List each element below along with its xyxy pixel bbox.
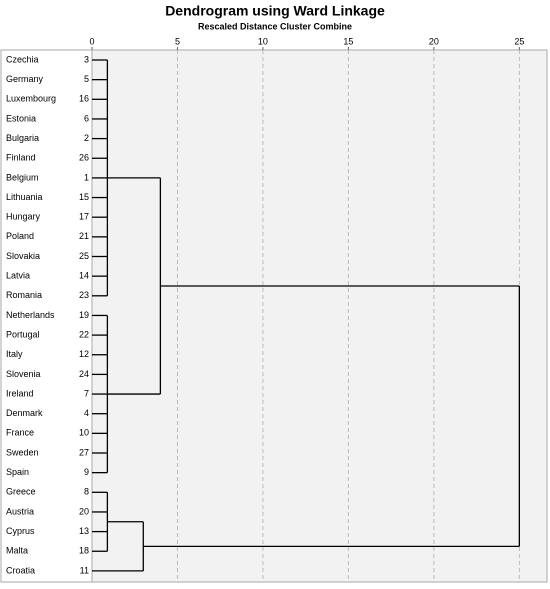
leaf-label: Estonia — [6, 113, 36, 123]
leaf-label: Luxembourg — [6, 94, 56, 104]
x-tick-label: 0 — [89, 36, 94, 46]
leaf-id: 2 — [84, 133, 89, 143]
leaf-id: 6 — [84, 113, 89, 123]
leaf-id: 5 — [84, 74, 89, 84]
leaf-label: Germany — [6, 74, 44, 84]
leaf-label: Sweden — [6, 447, 39, 457]
leaf-id: 15 — [79, 192, 89, 202]
leaf-id: 18 — [79, 546, 89, 556]
leaf-id: 21 — [79, 231, 89, 241]
leaf-label: Poland — [6, 231, 34, 241]
leaf-label: Slovenia — [6, 369, 41, 379]
leaf-id: 12 — [79, 349, 89, 359]
leaf-id: 17 — [79, 212, 89, 222]
leaf-id: 11 — [80, 565, 89, 575]
leaf-label: Cyprus — [6, 526, 35, 536]
leaf-label: Ireland — [6, 388, 34, 398]
leaf-id: 1 — [84, 172, 89, 182]
leaf-label: Finland — [6, 153, 36, 163]
chart-title: Dendrogram using Ward Linkage — [165, 3, 385, 19]
leaf-label: Greece — [6, 487, 36, 497]
x-tick-label: 20 — [429, 36, 439, 46]
leaf-label: Portugal — [6, 329, 40, 339]
leaf-id: 8 — [84, 487, 89, 497]
x-tick-label: 10 — [258, 36, 268, 46]
x-tick-label: 15 — [343, 36, 353, 46]
leaf-label: France — [6, 428, 34, 438]
leaf-label: Belgium — [6, 172, 39, 182]
leaf-id: 20 — [79, 506, 89, 516]
leaf-id: 9 — [84, 467, 89, 477]
leaf-id: 4 — [84, 408, 89, 418]
leaf-id: 25 — [79, 251, 89, 261]
leaf-id: 24 — [79, 369, 89, 379]
leaf-label: Slovakia — [6, 251, 40, 261]
leaf-label: Bulgaria — [6, 133, 39, 143]
leaf-label: Hungary — [6, 212, 41, 222]
leaf-id: 7 — [84, 388, 89, 398]
leaf-id: 10 — [79, 428, 89, 438]
chart-subtitle: Rescaled Distance Cluster Combine — [198, 21, 352, 31]
leaf-label: Czechia — [6, 54, 39, 64]
leaf-id: 14 — [79, 271, 89, 281]
leaf-label: Denmark — [6, 408, 43, 418]
leaf-label: Lithuania — [6, 192, 43, 202]
leaf-id: 22 — [79, 329, 89, 339]
leaf-id: 26 — [79, 153, 89, 163]
leaf-label: Italy — [6, 349, 23, 359]
leaf-id: 16 — [79, 94, 89, 104]
leaf-label: Austria — [6, 506, 34, 516]
leaf-id: 23 — [79, 290, 89, 300]
leaf-id: 3 — [84, 54, 89, 64]
leaf-label: Netherlands — [6, 310, 55, 320]
leaf-label: Spain — [6, 467, 29, 477]
leaf-id: 19 — [79, 310, 89, 320]
leaf-id: 13 — [79, 526, 89, 536]
leaf-label: Latvia — [6, 271, 30, 281]
leaf-label: Malta — [6, 546, 28, 556]
leaf-label: Croatia — [6, 565, 35, 575]
leaf-label: Romania — [6, 290, 42, 300]
x-tick-label: 25 — [514, 36, 524, 46]
x-tick-label: 5 — [175, 36, 180, 46]
plot-area — [91, 49, 548, 583]
leaf-id: 27 — [79, 447, 89, 457]
